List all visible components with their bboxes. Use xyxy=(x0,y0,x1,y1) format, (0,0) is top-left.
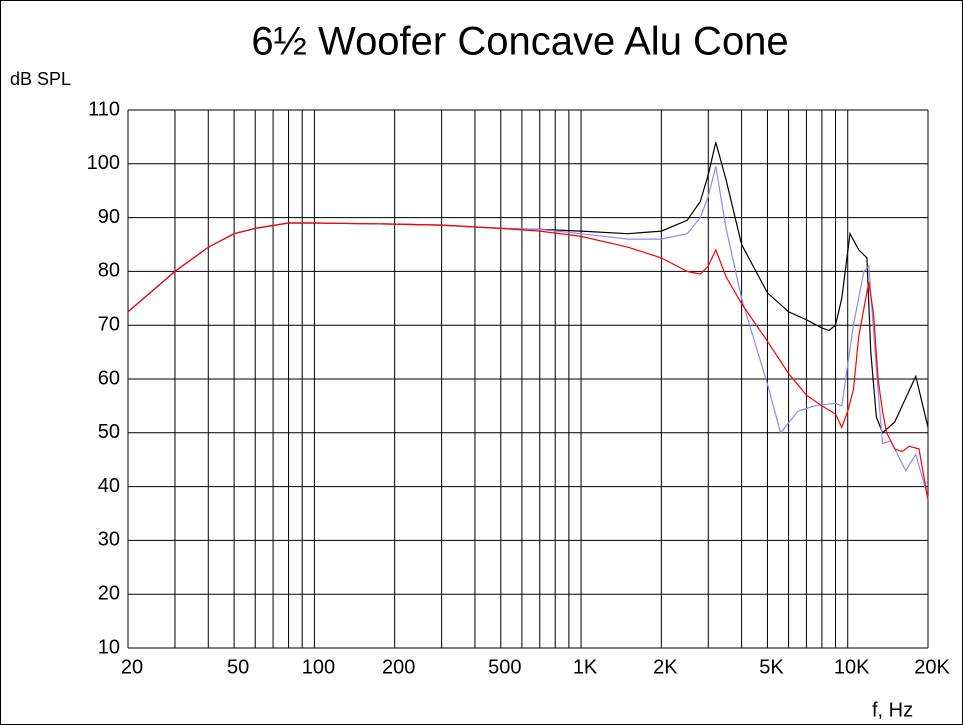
y-tick-label: 90 xyxy=(98,206,120,228)
y-tick-label: 80 xyxy=(98,260,120,282)
y-tick-label: 70 xyxy=(98,313,120,335)
y-axis-label: dB SPL xyxy=(10,69,71,89)
y-tick-label: 60 xyxy=(98,367,120,389)
y-tick-label: 20 xyxy=(98,582,120,604)
x-tick-label: 2K xyxy=(653,656,678,678)
y-tick-label: 50 xyxy=(98,421,120,443)
chart-title: 6½ Woofer Concave Alu Cone xyxy=(251,20,788,64)
series-line xyxy=(127,222,929,501)
y-tick-label: 110 xyxy=(88,98,120,120)
x-tick-label: 20 xyxy=(121,656,143,678)
x-tick-label: 100 xyxy=(302,656,335,678)
y-tick-label: 10 xyxy=(98,636,120,658)
x-tick-label: 5K xyxy=(759,656,784,678)
x-tick-label: 20K xyxy=(914,656,950,678)
x-tick-label: 500 xyxy=(488,656,521,678)
x-tick-label: 1K xyxy=(573,656,598,678)
x-tick-label: 50 xyxy=(227,656,249,678)
x-tick-label: 10K xyxy=(834,656,870,678)
y-tick-label: 30 xyxy=(98,529,120,551)
x-axis-label: f, Hz xyxy=(872,699,913,721)
y-tick-label: 100 xyxy=(87,152,120,174)
y-tick-label: 40 xyxy=(98,475,120,497)
x-tick-label: 200 xyxy=(382,656,415,678)
